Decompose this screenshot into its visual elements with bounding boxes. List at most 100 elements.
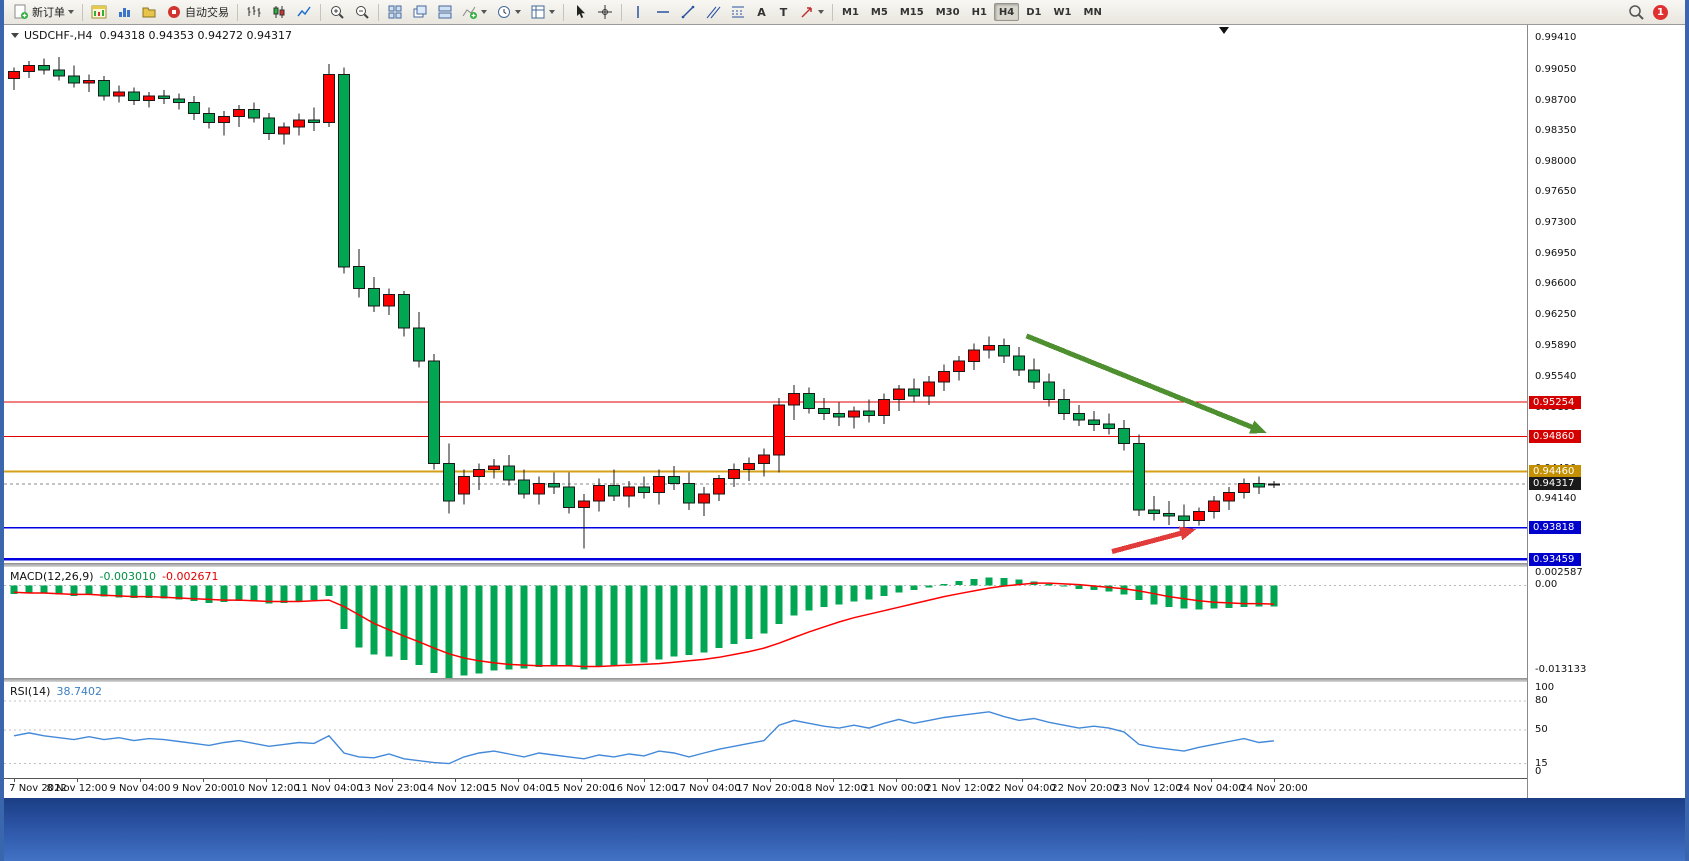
main-chart[interactable] — [4, 25, 1527, 563]
time-axis[interactable]: 7 Nov 2022 8 Nov 12:00 9 Nov 04:00 9 Nov 20… — [4, 778, 1527, 798]
timeframe-m5[interactable]: M5 — [870, 6, 888, 18]
chevron-down-icon — [818, 10, 824, 14]
candle-body — [938, 371, 950, 383]
time-tick — [518, 779, 519, 782]
candle-body — [1013, 355, 1025, 371]
price-axis-label: 0.97650 — [1535, 186, 1577, 197]
periods-button[interactable] — [492, 2, 525, 23]
rsi-axis-label: 0 — [1535, 766, 1542, 777]
panel-splitter[interactable] — [4, 678, 1685, 682]
candle-body — [1268, 483, 1280, 486]
timeframe-h4[interactable]: H4 — [993, 3, 1020, 21]
indicators-button[interactable] — [458, 2, 491, 23]
line-chart-type-button[interactable] — [292, 2, 316, 23]
macd-bar — [820, 585, 828, 608]
candle-body — [1058, 399, 1070, 415]
market-watch-button[interactable] — [112, 2, 136, 23]
red-signal-arrow[interactable] — [1111, 526, 1196, 554]
red-signal-arrow-head — [1178, 526, 1196, 541]
time-tick — [581, 779, 582, 782]
macd-bar — [520, 585, 528, 669]
timeframe-h1[interactable]: H1 — [971, 6, 987, 18]
text-tool-button[interactable]: A — [751, 2, 772, 23]
macd-bar — [1090, 585, 1098, 591]
horizontal-line-tool-button[interactable] — [651, 2, 675, 23]
macd-bar — [445, 585, 453, 678]
timeframe-mn[interactable]: MN — [1083, 6, 1102, 18]
panel-splitter[interactable] — [4, 563, 1685, 567]
time-label: 24 Nov 20:00 — [1240, 783, 1308, 794]
timeframe-m30[interactable]: M30 — [935, 6, 960, 18]
macd-bar — [1000, 578, 1008, 586]
autotrading-icon — [168, 6, 180, 18]
macd-bar — [205, 585, 213, 603]
bar-chart-type-button[interactable] — [242, 2, 266, 23]
notification-badge[interactable]: 1 — [1653, 4, 1668, 20]
timeframe-w1[interactable]: W1 — [1053, 6, 1072, 18]
macd-chart[interactable] — [4, 567, 1527, 678]
fibonacci-tool-button[interactable] — [726, 2, 750, 23]
timeframe-m15[interactable]: M15 — [899, 6, 924, 18]
templates-button[interactable] — [526, 2, 559, 23]
vertical-line-tool-button[interactable] — [626, 2, 650, 23]
macd-bar — [415, 585, 423, 666]
candle-body — [188, 101, 200, 115]
timeframe-d1[interactable]: D1 — [1026, 6, 1042, 18]
candle-body — [1238, 483, 1250, 493]
time-tick — [266, 779, 267, 782]
horizontal-line-icon — [657, 11, 669, 13]
time-label: 22 Nov 20:00 — [1051, 783, 1119, 794]
green-trend-arrow[interactable] — [1025, 333, 1267, 434]
candle-body — [638, 486, 650, 493]
arrange-windows-button[interactable] — [433, 2, 457, 23]
search-icon[interactable] — [1628, 4, 1645, 21]
macd-bar — [130, 585, 138, 598]
cursor-tool-button[interactable] — [568, 2, 592, 23]
autotrading-button[interactable]: 自动交易 — [162, 2, 233, 23]
charts-window-button[interactable] — [87, 2, 111, 23]
new-order-button[interactable]: 新订单 — [9, 2, 78, 23]
price-axis-label: 0.95540 — [1535, 371, 1577, 382]
candle-body — [593, 485, 605, 502]
candle-body — [713, 478, 725, 495]
time-tick — [392, 779, 393, 782]
channel-tool-button[interactable] — [701, 2, 725, 23]
tile-windows-button[interactable] — [383, 2, 407, 23]
macd-bar — [220, 585, 228, 603]
chart-shift-marker[interactable] — [1219, 27, 1229, 34]
macd-bar — [1120, 585, 1128, 595]
time-label: 9 Nov 20:00 — [172, 783, 234, 794]
macd-bar — [160, 585, 168, 599]
macd-bar — [385, 585, 393, 657]
time-tick — [140, 779, 141, 782]
price-axis[interactable]: 0.99410 0.99050 0.98700 0.98350 0.98000 0.976… — [1527, 25, 1685, 798]
candle-body — [668, 476, 680, 485]
candle-body — [1118, 428, 1130, 445]
candle-body — [1163, 513, 1175, 517]
crosshair-icon — [598, 5, 612, 19]
candle-body — [968, 349, 980, 362]
rsi-chart[interactable] — [4, 682, 1527, 778]
macd-bar — [850, 585, 858, 602]
time-label: 8 Nov 12:00 — [46, 783, 108, 794]
timeframe-m1[interactable]: M1 — [842, 6, 859, 18]
macd-bar — [700, 585, 708, 653]
text-tool-icon: A — [757, 5, 766, 19]
cascade-windows-button[interactable] — [408, 2, 432, 23]
navigator-button[interactable] — [137, 2, 161, 23]
time-tick — [455, 779, 456, 782]
trendline-tool-button[interactable] — [676, 2, 700, 23]
arrows-tool-button[interactable] — [795, 2, 828, 23]
candle-body — [353, 266, 365, 290]
time-tick — [896, 779, 897, 782]
time-tick — [707, 779, 708, 782]
macd-bar — [40, 585, 48, 594]
candlestick-type-button[interactable] — [267, 2, 291, 23]
label-tool-button[interactable]: T — [773, 2, 794, 23]
candle-body — [383, 294, 395, 307]
macd-bar — [910, 585, 918, 591]
crosshair-tool-button[interactable] — [593, 2, 617, 23]
zoom-out-button[interactable] — [350, 2, 374, 23]
zoom-in-button[interactable] — [325, 2, 349, 23]
collapse-triangle-icon[interactable] — [11, 33, 19, 38]
